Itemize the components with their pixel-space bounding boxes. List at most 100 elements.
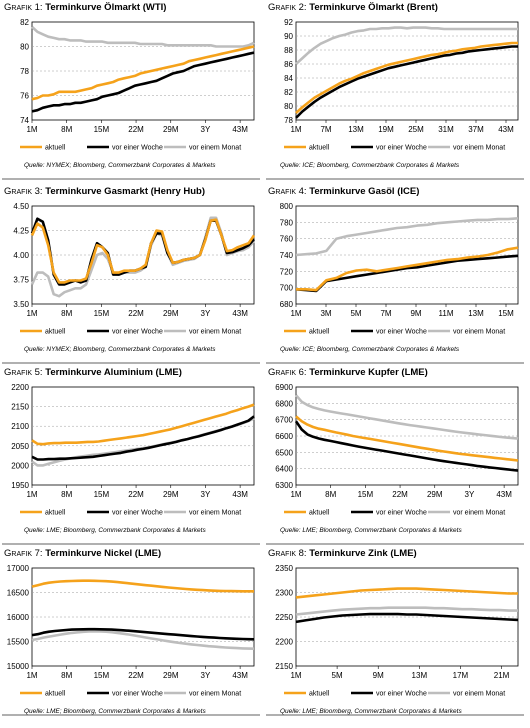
y-tick-label: 16500 xyxy=(7,589,30,598)
line-chart: 6300 6400 6500 6600 6700 6800 6900 1M 8M 15M 22M 29… xyxy=(275,383,519,517)
x-tick-label: 7M xyxy=(380,309,391,318)
y-tick-label: 80 xyxy=(284,102,293,111)
y-tick-label: 4.00 xyxy=(13,251,29,260)
source-note: Quelle: LME; Bloomberg, Commerzbank Corp… xyxy=(24,708,206,715)
x-tick-label: 5M xyxy=(332,671,343,680)
source-note: Quelle: LME; Bloomberg, Commerzbank Corp… xyxy=(280,527,462,534)
x-tick-label: 1M xyxy=(26,490,37,499)
x-tick-label: 1M xyxy=(290,671,301,680)
y-tick-label: 84 xyxy=(284,74,293,83)
y-tick-label: 6900 xyxy=(275,383,293,392)
chart-title: Grafik 3: Terminkurve Gasmarkt (Henry Hu… xyxy=(4,186,205,197)
x-tick-label: 22M xyxy=(392,490,408,499)
x-tick-label: 29M xyxy=(163,671,179,680)
chart-title-prefix: Grafik 7: xyxy=(4,548,43,559)
y-tick-label: 740 xyxy=(280,251,294,260)
y-tick-label: 3.75 xyxy=(13,276,29,285)
series-line-month xyxy=(295,394,519,440)
separator-rule xyxy=(266,178,524,180)
legend-label-week: vor einer Woche xyxy=(376,145,427,152)
y-tick-label: 4.25 xyxy=(13,227,29,236)
y-tick-label: 6700 xyxy=(275,416,293,425)
separator-rule xyxy=(266,543,524,545)
x-tick-label: 13M xyxy=(348,125,364,134)
y-tick-label: 92 xyxy=(284,18,293,27)
y-tick-label: 78 xyxy=(20,67,29,76)
series-line-current xyxy=(295,41,518,114)
y-tick-label: 88 xyxy=(284,46,293,55)
series-line-month xyxy=(295,606,518,616)
plot-area xyxy=(295,21,519,121)
series-line-current xyxy=(295,587,518,599)
x-tick-label: 8M xyxy=(325,490,336,499)
line-chart: 3.50 3.75 4.00 4.25 4.50 1M 8M 15M 22M 29M 3Y 43M ak… xyxy=(13,202,256,336)
line-chart: 15000 15500 16000 16500 17000 1M 8M 15M 22M 29M 3Y… xyxy=(7,564,255,698)
chart-panel-8: Grafik 8: Terminkurve Zink (LME) 2150 2200… xyxy=(266,548,528,728)
chart-title: Grafik 4: Terminkurve Gasöl (ICE) xyxy=(268,186,419,197)
chart-title-text: Terminkurve Kupfer (LME) xyxy=(306,367,428,378)
separator-rule xyxy=(266,362,524,364)
series-line-current xyxy=(296,246,519,292)
chart-title: Grafik 2: Terminkurve Ölmarkt (Brent) xyxy=(268,2,438,13)
y-tick-label: 2250 xyxy=(275,613,293,622)
x-tick-label: 3Y xyxy=(201,490,211,499)
x-tick-label: 3Y xyxy=(201,309,211,318)
legend-label-month: vor einem Monat xyxy=(453,691,505,698)
chart-title-prefix: Grafik 4: xyxy=(268,186,307,197)
chart-title-text: Terminkurve Aluminium (LME) xyxy=(42,367,182,378)
y-tick-label: 78 xyxy=(284,116,293,125)
y-tick-label: 2150 xyxy=(11,403,29,412)
y-tick-label: 15500 xyxy=(7,638,30,647)
x-tick-label: 1M xyxy=(290,125,301,134)
chart-title: Grafik 5: Terminkurve Aluminium (LME) xyxy=(4,367,182,378)
x-tick-label: 43M xyxy=(232,671,248,680)
x-tick-label: 8M xyxy=(61,309,72,318)
y-tick-label: 700 xyxy=(280,284,294,293)
y-tick-label: 2200 xyxy=(11,383,29,392)
chart-panel-6: Grafik 6: Terminkurve Kupfer (LME) 6300 64… xyxy=(266,367,528,547)
source-note: Quelle: NYMEX; Bloomberg, Commerzbank Co… xyxy=(24,346,216,353)
y-tick-label: 2300 xyxy=(275,589,293,598)
x-tick-label: 21M xyxy=(494,671,510,680)
series-line-week xyxy=(31,51,255,113)
y-tick-label: 82 xyxy=(284,88,293,97)
legend-label-week: vor einer Woche xyxy=(376,329,427,336)
x-tick-label: 15M xyxy=(498,309,514,318)
separator-rule xyxy=(2,362,260,364)
chart-title-text: Terminkurve Zink (LME) xyxy=(306,548,417,559)
legend-label-week: vor einer Woche xyxy=(112,691,163,698)
x-tick-label: 43M xyxy=(498,125,514,134)
x-tick-label: 9M xyxy=(373,671,384,680)
y-tick-label: 6800 xyxy=(275,399,293,408)
chart-legend: aktuell vor einer Woche vor einem Monat xyxy=(20,145,241,152)
y-tick-label: 3.50 xyxy=(13,300,29,309)
y-tick-label: 6500 xyxy=(275,448,293,457)
x-tick-label: 13M xyxy=(468,309,484,318)
series-line-week xyxy=(31,627,255,641)
x-tick-label: 25M xyxy=(408,125,424,134)
x-tick-label: 5M xyxy=(350,309,361,318)
legend-label-current: aktuell xyxy=(45,329,66,336)
x-tick-label: 3Y xyxy=(465,490,475,499)
separator-rule xyxy=(2,714,260,716)
legend-label-week: vor einer Woche xyxy=(112,145,163,152)
x-tick-label: 29M xyxy=(163,490,179,499)
x-tick-label: 8M xyxy=(61,490,72,499)
chart-panel-7: Grafik 7: Terminkurve Nickel (LME) 15000 1… xyxy=(2,548,264,728)
x-tick-label: 13M xyxy=(412,671,428,680)
legend-label-week: vor einer Woche xyxy=(112,329,163,336)
series-line-week xyxy=(294,420,519,472)
chart-title-prefix: Grafik 1: xyxy=(4,2,43,13)
x-tick-label: 31M xyxy=(438,125,454,134)
y-tick-label: 680 xyxy=(280,300,294,309)
legend-label-current: aktuell xyxy=(309,691,330,698)
y-tick-label: 2050 xyxy=(11,442,29,451)
series-line-week xyxy=(295,612,519,624)
chart-panel-4: Grafik 4: Terminkurve Gasöl (ICE) 680 700 7… xyxy=(266,186,528,366)
legend-label-month: vor einem Monat xyxy=(453,145,505,152)
legend-label-month: vor einem Monat xyxy=(189,691,241,698)
chart-title-text: Terminkurve Ölmarkt (Brent) xyxy=(306,2,438,13)
chart-title: Grafik 6: Terminkurve Kupfer (LME) xyxy=(268,367,428,378)
chart-title-prefix: Grafik 8: xyxy=(268,548,307,559)
y-tick-label: 82 xyxy=(20,18,29,27)
